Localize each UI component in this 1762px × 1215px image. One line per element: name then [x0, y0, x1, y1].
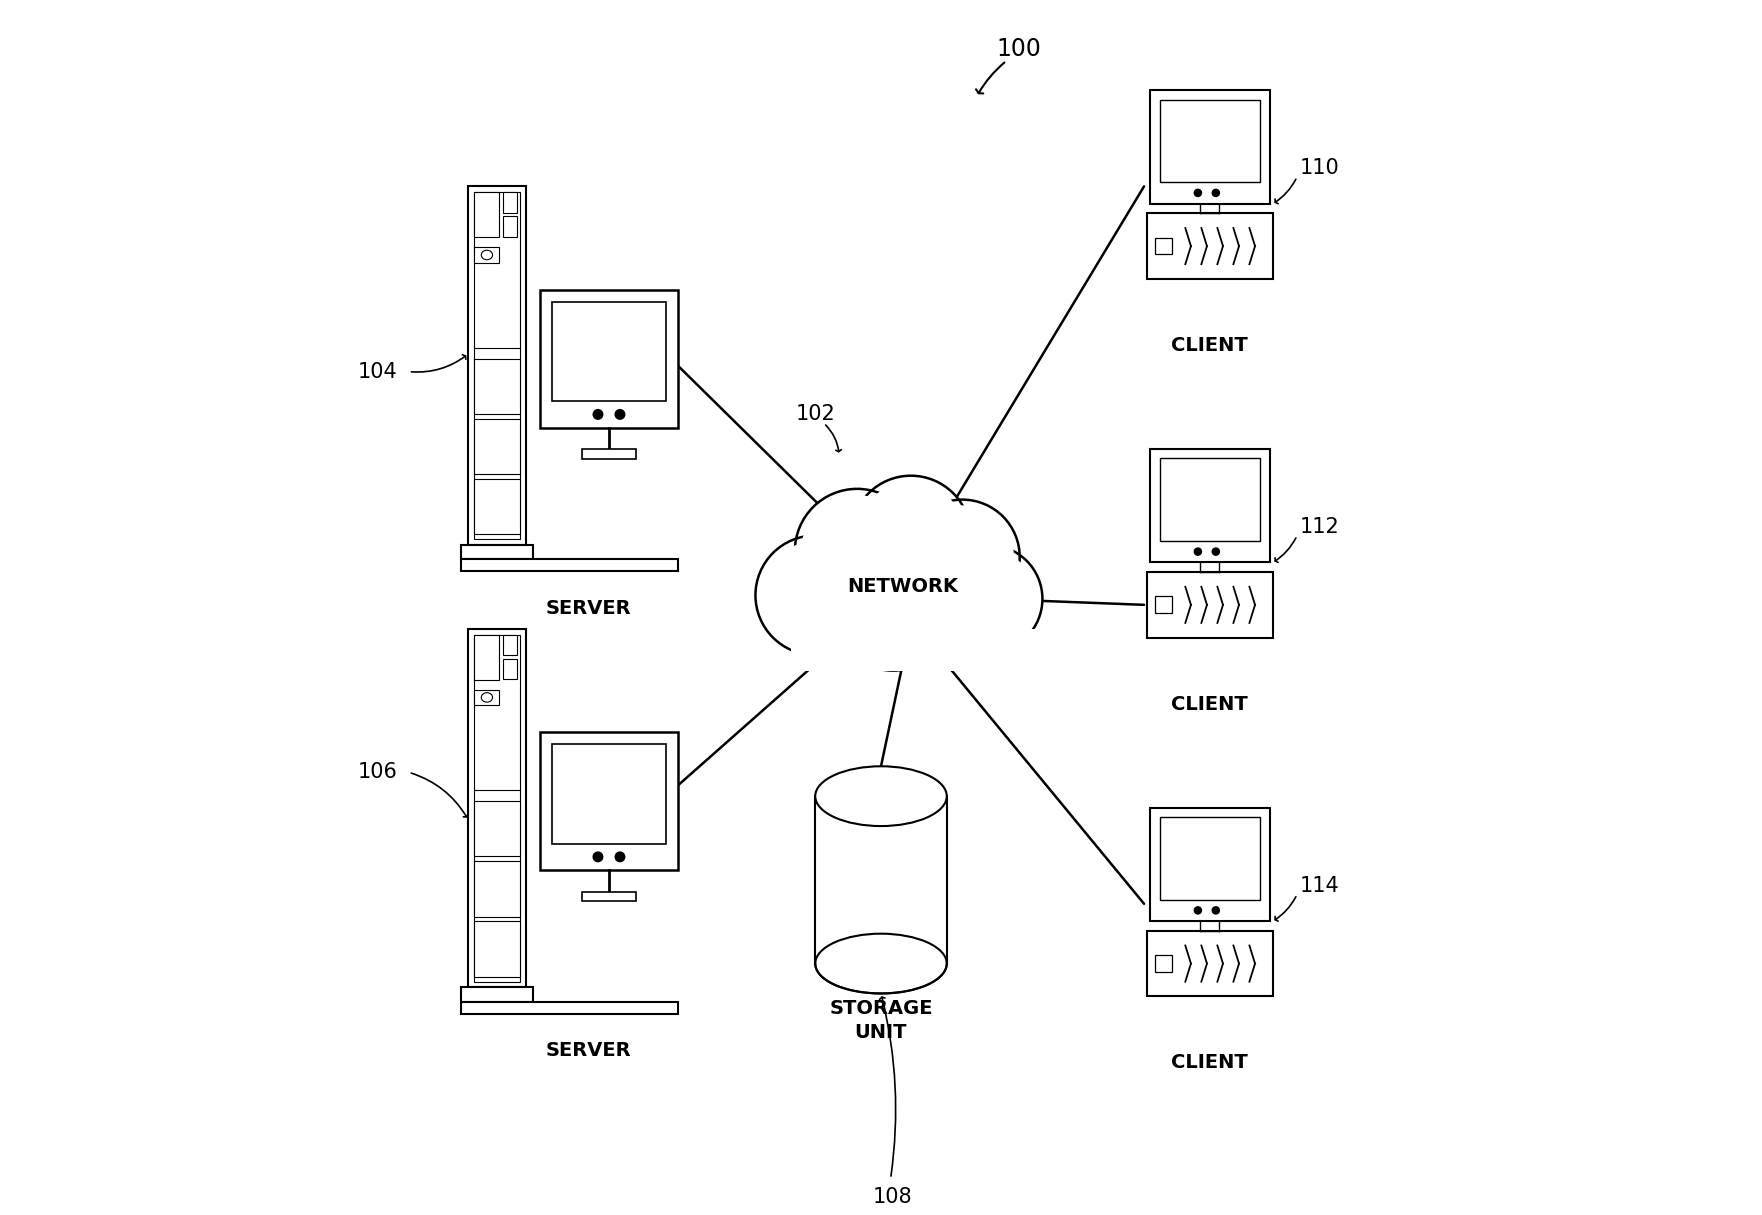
Circle shape [594, 852, 603, 861]
Polygon shape [1156, 238, 1172, 254]
Circle shape [615, 852, 626, 861]
Circle shape [802, 495, 913, 608]
Circle shape [833, 552, 953, 671]
Circle shape [1195, 190, 1202, 197]
Polygon shape [474, 479, 520, 535]
Polygon shape [1159, 818, 1260, 899]
Text: 110: 110 [1300, 158, 1339, 179]
Polygon shape [552, 303, 666, 401]
Circle shape [911, 505, 1013, 609]
Polygon shape [474, 247, 499, 262]
Circle shape [756, 536, 876, 655]
Polygon shape [1147, 572, 1272, 638]
Polygon shape [469, 628, 525, 988]
Circle shape [1195, 906, 1202, 914]
Circle shape [795, 488, 920, 614]
Circle shape [839, 556, 946, 665]
Text: 112: 112 [1300, 518, 1339, 537]
Text: 106: 106 [358, 762, 396, 782]
Text: SERVER: SERVER [544, 1041, 631, 1061]
Polygon shape [502, 634, 516, 655]
Circle shape [802, 566, 902, 667]
Polygon shape [1151, 808, 1270, 921]
Polygon shape [1159, 100, 1260, 182]
Text: 108: 108 [874, 1187, 913, 1206]
Circle shape [895, 569, 987, 660]
Text: SERVER: SERVER [544, 599, 631, 618]
Text: CLIENT: CLIENT [1172, 1053, 1247, 1073]
Circle shape [936, 546, 1043, 652]
Text: 102: 102 [795, 403, 835, 424]
Text: NETWORK: NETWORK [848, 577, 959, 597]
Polygon shape [474, 358, 520, 414]
Polygon shape [816, 796, 946, 963]
Polygon shape [502, 659, 516, 679]
Circle shape [856, 481, 966, 589]
Ellipse shape [481, 693, 493, 702]
Polygon shape [541, 290, 678, 428]
Text: 114: 114 [1300, 876, 1339, 895]
Polygon shape [474, 192, 520, 539]
Ellipse shape [816, 767, 946, 826]
Polygon shape [474, 921, 520, 977]
Polygon shape [791, 628, 1043, 671]
Circle shape [805, 571, 897, 662]
Text: 100: 100 [996, 36, 1041, 61]
Circle shape [594, 409, 603, 419]
Polygon shape [474, 419, 520, 474]
Polygon shape [474, 634, 499, 680]
Polygon shape [502, 216, 516, 237]
Polygon shape [462, 546, 534, 559]
Polygon shape [541, 733, 678, 870]
Polygon shape [502, 192, 516, 213]
Circle shape [851, 476, 971, 595]
Circle shape [1195, 548, 1202, 555]
Circle shape [615, 409, 626, 419]
Polygon shape [474, 689, 499, 706]
Polygon shape [474, 634, 520, 982]
Circle shape [890, 564, 990, 665]
Ellipse shape [481, 250, 493, 260]
Polygon shape [1147, 931, 1272, 996]
Text: CLIENT: CLIENT [1172, 335, 1247, 355]
Circle shape [1212, 190, 1219, 197]
Polygon shape [462, 988, 534, 1002]
Polygon shape [462, 1002, 678, 1013]
Polygon shape [1151, 90, 1270, 204]
Polygon shape [469, 186, 525, 546]
Polygon shape [1159, 458, 1260, 541]
Polygon shape [552, 745, 666, 843]
Text: CLIENT: CLIENT [1172, 695, 1247, 713]
Circle shape [941, 550, 1038, 648]
Polygon shape [474, 861, 520, 916]
Polygon shape [581, 892, 636, 902]
Polygon shape [581, 450, 636, 458]
Text: STORAGE
UNIT: STORAGE UNIT [830, 1000, 932, 1042]
Circle shape [1212, 906, 1219, 914]
Polygon shape [474, 192, 499, 237]
Polygon shape [1147, 213, 1272, 279]
Polygon shape [462, 559, 678, 571]
Polygon shape [1151, 448, 1270, 563]
Polygon shape [474, 801, 520, 857]
Text: 104: 104 [358, 362, 396, 382]
Ellipse shape [816, 933, 946, 994]
Circle shape [761, 542, 869, 649]
Circle shape [906, 499, 1020, 615]
Circle shape [1212, 548, 1219, 555]
Polygon shape [1156, 955, 1172, 972]
Polygon shape [1156, 597, 1172, 614]
